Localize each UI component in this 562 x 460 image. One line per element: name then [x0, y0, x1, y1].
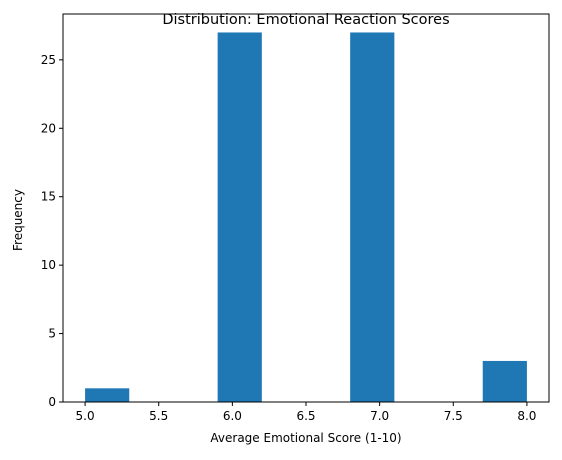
histogram-bar — [217, 32, 262, 402]
y-tick-label: 0 — [48, 395, 56, 409]
y-tick-label: 20 — [41, 121, 56, 135]
x-axis-label: Average Emotional Score (1-10) — [210, 431, 401, 445]
y-tick-label: 25 — [41, 53, 56, 67]
histogram-bar — [85, 388, 130, 402]
x-tick-label: 5.0 — [76, 409, 95, 423]
x-axis-ticks: 5.0 5.5 6.0 6.5 7.0 7.5 8.0 — [76, 402, 536, 423]
x-tick-label: 7.5 — [444, 409, 463, 423]
chart-title: Distribution: Emotional Reaction Scores — [162, 12, 449, 28]
y-axis-ticks: 0 5 10 15 20 25 — [41, 53, 63, 409]
histogram-bar — [350, 32, 395, 402]
y-axis-label: Frequency — [11, 189, 25, 251]
plot-frame — [62, 13, 550, 403]
x-tick-label: 8.0 — [517, 409, 536, 423]
x-tick-label: 5.5 — [149, 409, 168, 423]
x-tick-label: 6.0 — [223, 409, 242, 423]
histogram-bar — [482, 360, 527, 402]
y-tick-label: 15 — [41, 190, 56, 204]
y-tick-label: 5 — [48, 327, 56, 341]
bars-group — [85, 32, 527, 402]
x-tick-label: 7.0 — [370, 409, 389, 423]
y-tick-label: 10 — [41, 258, 56, 272]
x-tick-label: 6.5 — [296, 409, 315, 423]
